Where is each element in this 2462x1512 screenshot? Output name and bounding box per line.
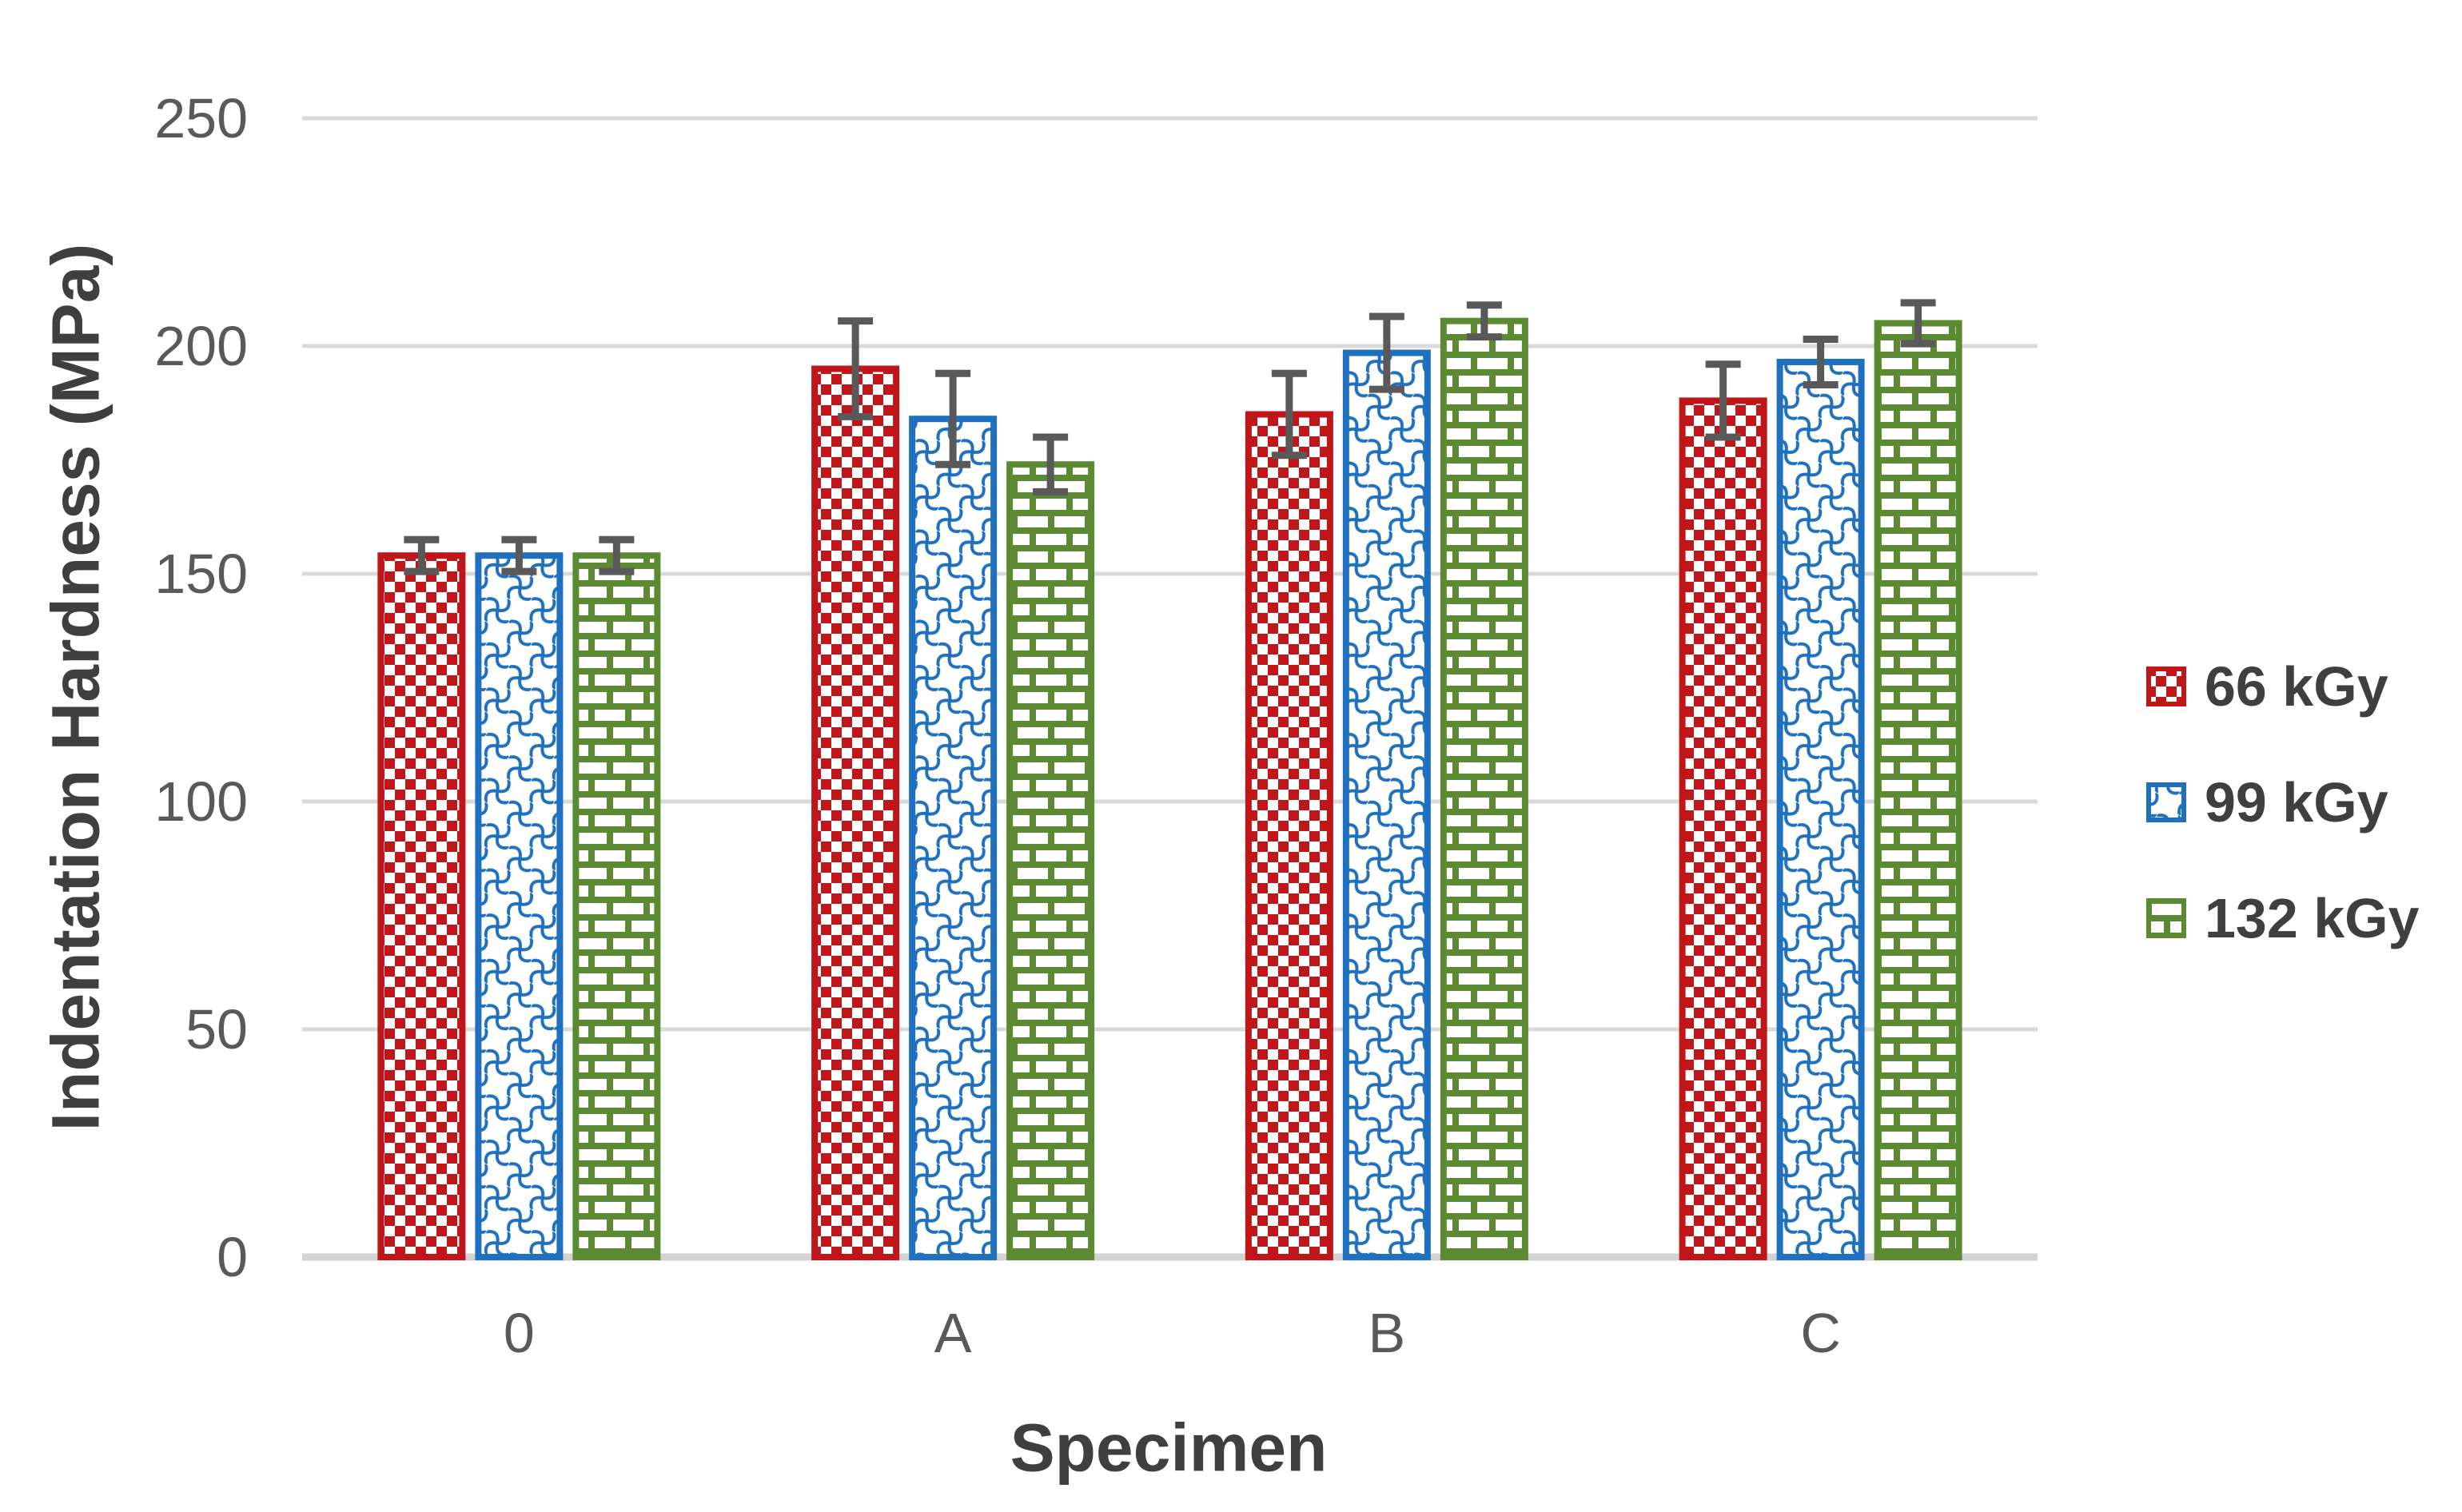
error-bars	[404, 299, 1936, 575]
y-axis-title: Indentation Hardness (MPa)	[38, 243, 114, 1132]
x-tick-label: A	[934, 1302, 972, 1364]
bars	[377, 317, 1962, 1261]
y-tick-label: 50	[185, 998, 248, 1060]
bar-132kGy-B	[1440, 317, 1528, 1260]
x-tick-label: C	[1800, 1302, 1841, 1364]
legend-label: 132 kGy	[2205, 887, 2420, 949]
bar-99kGy-C	[1776, 358, 1865, 1261]
bar-99kGy-B	[1342, 349, 1431, 1260]
legend-swatch-weave-icon	[2146, 782, 2186, 822]
legend-swatch-brick-icon	[2146, 898, 2186, 938]
legend-label: 66 kGy	[2205, 655, 2388, 718]
legend: 66 kGy 99 kGy 132 kGy	[2145, 655, 2420, 949]
legend-item-99kgy: 99 kGy	[2145, 771, 2420, 834]
bar-66kGy-0	[377, 552, 466, 1260]
legend-swatch-checker-icon	[2146, 666, 2186, 706]
bar-132kGy-C	[1874, 320, 1962, 1260]
bar-132kGy-A	[1006, 461, 1095, 1260]
y-tick-label: 100	[154, 770, 248, 833]
bar-99kGy-A	[909, 416, 998, 1261]
bar-66kGy-B	[1245, 411, 1333, 1260]
bar-132kGy-0	[572, 552, 661, 1260]
y-tick-label: 250	[154, 87, 248, 149]
x-tick-label: B	[1368, 1302, 1406, 1364]
bar-66kGy-A	[811, 365, 900, 1260]
bar-99kGy-0	[475, 552, 564, 1260]
legend-label: 99 kGy	[2205, 771, 2388, 834]
y-tick-label: 200	[154, 315, 248, 377]
x-axis-title: Specimen	[1010, 1410, 1328, 1486]
legend-item-132kgy: 132 kGy	[2145, 887, 2420, 949]
y-tick-label: 150	[154, 543, 248, 605]
bar-66kGy-C	[1679, 397, 1767, 1260]
x-tick-label: 0	[504, 1302, 535, 1364]
y-tick-label: 0	[217, 1226, 248, 1288]
legend-item-66kgy: 66 kGy	[2145, 655, 2420, 718]
y-tick-labels: 0 50 100 150 200 250	[154, 87, 248, 1288]
